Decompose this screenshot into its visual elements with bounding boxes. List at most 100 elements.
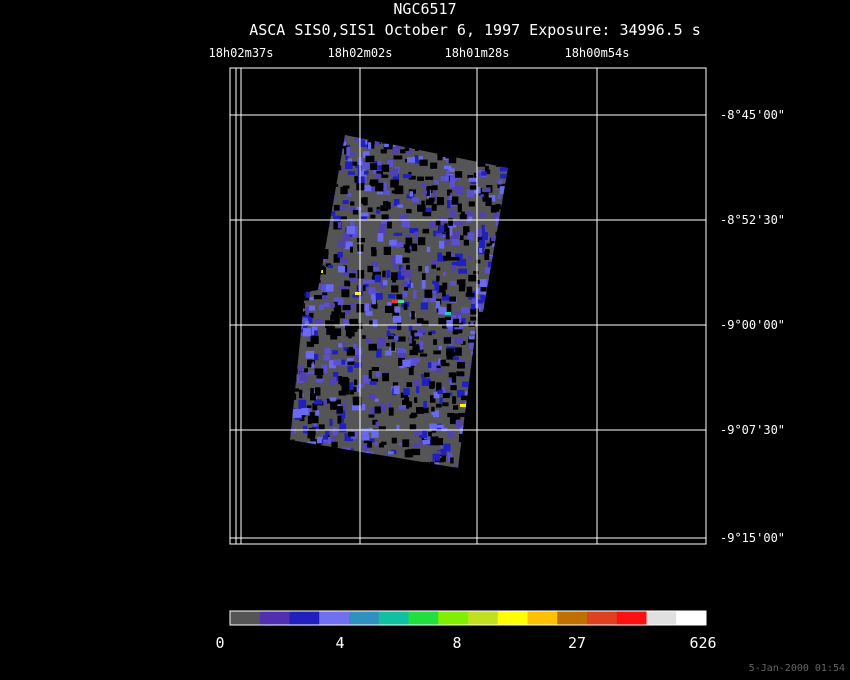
image-pixel [295, 272, 303, 281]
image-pixel [317, 172, 327, 178]
image-pixel [437, 389, 443, 394]
image-pixel [290, 253, 292, 258]
image-pixel [414, 332, 423, 337]
image-pixel [330, 382, 334, 386]
image-pixel [281, 287, 287, 290]
image-pixel [477, 322, 486, 332]
image-pixel [293, 456, 298, 462]
image-pixel [342, 200, 349, 205]
image-pixel [300, 286, 306, 291]
image-pixel [336, 142, 342, 149]
image-pixel [345, 161, 353, 170]
image-pixel [497, 183, 506, 188]
image-pixel [309, 455, 316, 461]
image-pixel [345, 329, 355, 337]
image-pixel [457, 318, 466, 325]
image-pixel [336, 461, 344, 467]
image-pixel [339, 376, 349, 381]
image-pixel [516, 306, 524, 311]
image-pixel [382, 139, 386, 144]
image-pixel [496, 305, 502, 309]
image-pixel [516, 339, 523, 345]
image-pixel [447, 135, 452, 144]
image-pixel [384, 452, 389, 459]
image-pixel [481, 466, 490, 468]
image-pixel [350, 448, 354, 455]
image-pixel [468, 373, 472, 380]
image-pixel [506, 369, 508, 375]
image-pixel [491, 432, 497, 441]
image-pixel [511, 274, 518, 282]
image-pixel [510, 459, 517, 466]
image-pixel [473, 172, 478, 181]
image-pixel [382, 373, 390, 382]
image-pixel [338, 205, 347, 211]
image-pixel [352, 294, 359, 298]
image-pixel [398, 265, 403, 271]
image-pixel [360, 212, 369, 217]
image-pixel [375, 137, 380, 142]
image-pixel [391, 437, 397, 444]
image-pixel [501, 201, 507, 207]
colorbar: 0 4 8 27 626 [215, 610, 717, 652]
image-pixel [448, 429, 454, 438]
image-pixel [418, 265, 422, 272]
image-pixel [461, 139, 465, 145]
image-pixel [513, 455, 521, 461]
image-pixel [455, 328, 463, 334]
image-pixel [284, 328, 288, 337]
image-pixel [355, 292, 361, 295]
image-pixel [442, 239, 449, 246]
image-pixel [284, 256, 288, 264]
image-pixel [409, 227, 419, 234]
image-pixel [402, 290, 408, 298]
image-pixel [346, 463, 354, 467]
ra-label: 18h02m02s [327, 46, 392, 60]
image-pixel [376, 458, 383, 466]
image-pixel [494, 300, 502, 310]
image-pixel [408, 132, 416, 135]
image-pixel [468, 415, 472, 420]
image-pixel [312, 403, 318, 411]
image-pixel [508, 417, 516, 420]
image-pixel [300, 291, 310, 301]
image-pixel [390, 303, 395, 307]
image-pixel [291, 366, 295, 371]
image-pixel [476, 334, 485, 341]
image-pixel [362, 151, 370, 158]
image-pixel [413, 429, 423, 436]
image-pixel [422, 407, 429, 414]
image-pixel [333, 359, 341, 366]
image-pixel [431, 260, 437, 265]
image-pixel [430, 162, 438, 169]
image-pixel [319, 295, 328, 300]
dec-label: -8°52'30" [720, 213, 785, 227]
image-pixel [326, 182, 334, 188]
image-pixel [429, 361, 437, 371]
image-pixel [506, 204, 508, 209]
image-pixel [374, 274, 381, 283]
image-pixel [395, 254, 403, 264]
image-pixel [510, 259, 518, 267]
image-pixel [352, 209, 359, 215]
image-pixel [511, 316, 516, 322]
image-pixel [326, 135, 332, 139]
image-pixel [448, 377, 454, 383]
image-pixel [324, 154, 330, 162]
image-pixel [350, 201, 355, 206]
image-pixel [385, 458, 391, 463]
image-pixel [284, 238, 288, 244]
image-pixel [297, 236, 301, 241]
image-pixel [290, 350, 291, 357]
image-pixel [411, 448, 421, 456]
image-pixel [423, 400, 427, 409]
image-pixel [309, 393, 316, 401]
image-pixel [323, 135, 328, 139]
image-pixel [285, 269, 289, 275]
image-pixel [295, 224, 302, 231]
image-pixel [485, 249, 490, 254]
image-pixel [325, 181, 330, 185]
image-pixel [368, 474, 376, 479]
image-pixel [383, 246, 391, 255]
image-pixel [509, 132, 516, 138]
